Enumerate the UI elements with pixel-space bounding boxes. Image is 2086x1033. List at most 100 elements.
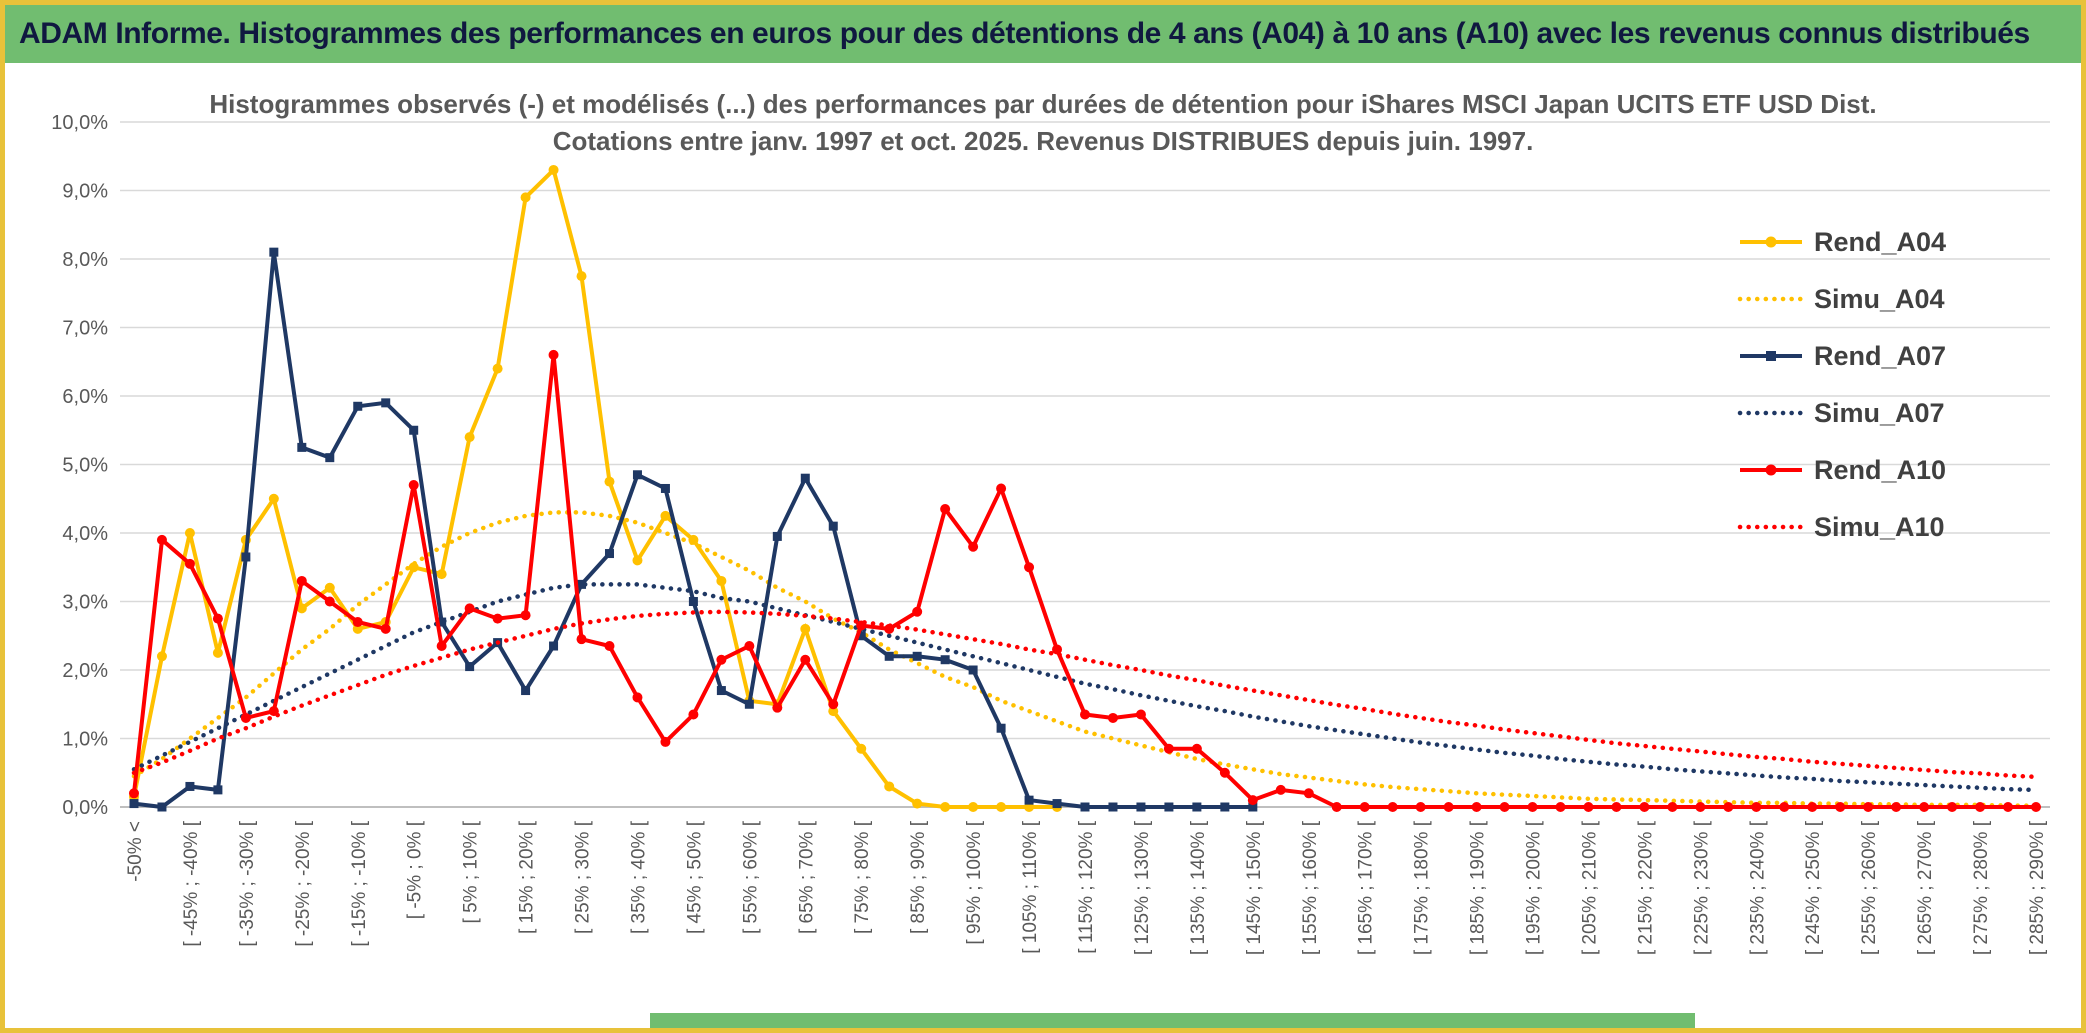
data-marker <box>912 651 922 661</box>
data-marker <box>1583 802 1594 812</box>
data-marker <box>1080 802 1090 812</box>
data-marker <box>660 483 670 493</box>
data-marker <box>128 788 139 799</box>
series-line-Simu_A07 <box>131 582 2039 793</box>
x-axis-tick-label: [ 285% ; 290% [ <box>2027 820 2048 955</box>
x-axis-tick-label: [ 195% ; 200% [ <box>1524 820 1545 955</box>
data-marker <box>1751 802 1762 812</box>
performance-histogram-chart: 0,0% 1,0% 2,0% 3,0% 4,0% 5,0% 6,0% 7,0% 8,0% 9,0%… <box>51 112 2050 955</box>
data-marker <box>604 549 614 559</box>
data-marker <box>352 617 363 628</box>
data-marker <box>800 654 811 665</box>
data-marker <box>1555 802 1566 812</box>
data-marker <box>1891 802 1902 812</box>
data-marker <box>464 603 475 614</box>
x-axis-tick-label: [ 215% ; 220% [ <box>1635 820 1656 955</box>
data-marker <box>185 781 195 791</box>
data-marker <box>576 271 587 282</box>
data-marker <box>996 483 1007 494</box>
series-line-Rend_A04 <box>132 166 1057 809</box>
data-marker <box>1499 802 1510 812</box>
x-axis-tick-label: [ 265% ; 270% [ <box>1915 820 1936 955</box>
data-marker <box>1695 802 1706 812</box>
data-marker <box>324 596 335 607</box>
data-marker <box>744 641 755 652</box>
x-axis-tick-label: [ -45% ; -40% [ <box>181 820 202 946</box>
data-marker <box>688 709 699 720</box>
data-marker <box>492 363 503 374</box>
data-marker <box>828 706 839 717</box>
data-marker <box>1163 743 1174 754</box>
data-marker <box>1723 802 1734 812</box>
y-axis-tick-label: 7,0% <box>62 318 108 340</box>
x-axis-tick-label: [ -5% ; 0% [ <box>405 820 426 919</box>
x-axis-tick-label: [ 95% ; 100% [ <box>964 820 985 944</box>
data-marker <box>912 606 923 617</box>
data-marker <box>968 665 978 675</box>
data-marker <box>520 192 531 203</box>
legend-marker-Rend_A10 <box>1765 464 1777 476</box>
data-marker <box>828 521 838 531</box>
data-marker <box>409 425 419 435</box>
x-axis-tick-label: [ 225% ; 230% [ <box>1691 820 1712 955</box>
y-axis-tick-label: 6,0% <box>62 386 108 408</box>
data-marker <box>184 558 195 569</box>
data-marker <box>940 802 951 812</box>
x-axis-tick-label: [ 245% ; 250% [ <box>1803 820 1824 955</box>
data-marker <box>1024 795 1034 805</box>
data-marker <box>1331 802 1342 812</box>
data-marker <box>1247 795 1258 806</box>
x-axis-tick-label: [ 115% ; 120% [ <box>1076 820 1097 953</box>
data-marker <box>1947 802 1958 812</box>
data-marker <box>1807 802 1818 812</box>
data-marker <box>1107 712 1118 723</box>
data-marker <box>464 432 475 443</box>
header-bar: ADAM Informe. Histogrammes des performan… <box>5 5 2081 63</box>
x-axis-tick-label: [ 75% ; 80% [ <box>852 820 873 934</box>
legend-marker-Rend_A07 <box>1766 351 1776 361</box>
data-marker <box>381 398 391 408</box>
data-marker <box>1415 802 1426 812</box>
data-marker <box>772 702 783 713</box>
legend-label-Rend_A07: Rend_A07 <box>1814 341 1946 371</box>
data-marker <box>632 692 643 703</box>
data-marker <box>716 575 727 586</box>
data-marker <box>436 569 447 580</box>
data-marker <box>968 541 979 552</box>
data-marker <box>604 641 615 652</box>
data-marker <box>353 401 363 411</box>
x-axis-tick-label: [ 155% ; 160% [ <box>1300 820 1321 955</box>
legend-label-Simu_A04: Simu_A04 <box>1814 284 1945 314</box>
page-title: ADAM Informe. Histogrammes des performan… <box>19 17 2030 50</box>
data-marker <box>884 651 894 661</box>
data-marker <box>1164 802 1174 812</box>
legend-label-Rend_A10: Rend_A10 <box>1814 455 1946 485</box>
data-marker <box>521 686 531 696</box>
x-axis-tick-label: [ 255% ; 260% [ <box>1859 820 1880 955</box>
data-marker <box>241 552 251 562</box>
data-marker <box>1835 802 1846 812</box>
data-marker <box>1219 767 1230 778</box>
data-marker <box>1248 802 1258 812</box>
data-marker <box>996 723 1006 733</box>
data-marker <box>325 453 335 463</box>
series-line-Simu_A10 <box>131 609 2039 780</box>
legend-marker-Rend_A04 <box>1765 236 1777 248</box>
y-axis-tick-label: 0,0% <box>62 797 108 819</box>
series-line-Simu_A04 <box>131 510 2039 808</box>
data-marker <box>660 510 671 521</box>
x-axis-tick-label: [ 55% ; 60% [ <box>740 820 761 934</box>
data-marker <box>492 613 503 624</box>
data-marker <box>716 654 727 665</box>
x-axis-tick-label: [ -35% ; -30% [ <box>237 820 258 946</box>
y-axis-tick-label: 9,0% <box>62 181 108 203</box>
data-marker <box>297 442 307 452</box>
data-marker <box>296 575 307 586</box>
x-axis-tick-label: [ 175% ; 180% [ <box>1412 820 1433 955</box>
x-axis-tick-label: [ -15% ; -10% [ <box>349 820 370 946</box>
data-marker <box>884 781 895 792</box>
x-axis-tick-label: [ 275% ; 280% [ <box>1971 820 1992 955</box>
data-marker <box>1191 743 1202 754</box>
x-axis-tick-label: [ 5% ; 10% [ <box>461 820 482 923</box>
